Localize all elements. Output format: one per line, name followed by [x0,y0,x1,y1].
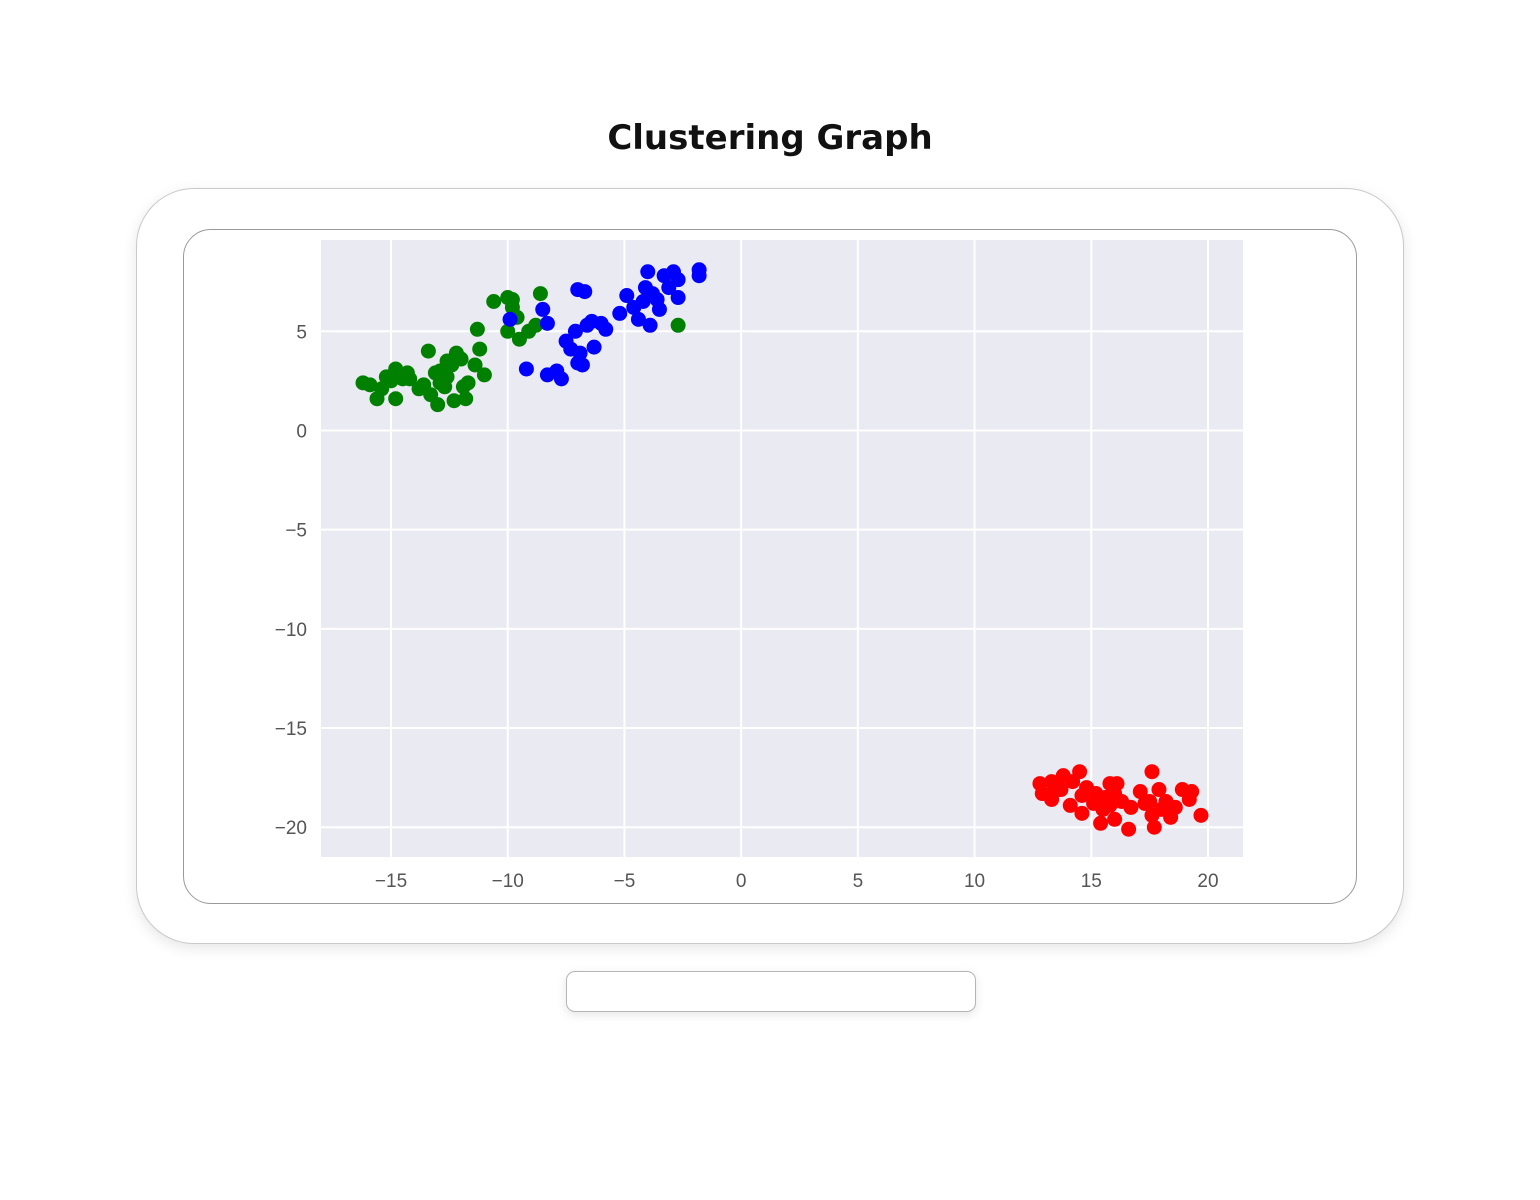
data-point [539,315,555,331]
data-point [467,357,483,373]
monitor-stand [566,971,976,1012]
data-point [500,323,516,339]
x-tick-label: −10 [492,871,524,892]
y-tick-label: −5 [285,521,307,542]
data-point [574,357,590,373]
data-point [691,268,707,284]
data-point [453,351,469,367]
y-tick-label: −15 [275,719,307,740]
data-point [640,264,656,280]
data-point [383,373,399,389]
data-point [1121,821,1137,837]
data-point [1151,782,1167,798]
data-point [670,290,686,306]
data-point [472,341,488,357]
x-tick-label: 20 [1197,871,1218,892]
data-point [1074,805,1090,821]
plot-area [321,240,1243,857]
data-point [1146,819,1162,835]
data-point [388,391,404,407]
data-point [1109,776,1125,792]
data-point [598,321,614,337]
data-point [586,339,602,355]
data-point [1132,784,1148,800]
data-point [1144,764,1160,780]
y-tick-label: 0 [296,421,307,442]
data-point [670,272,686,288]
series-0 [355,286,686,413]
data-point [670,317,686,333]
x-tick-label: 10 [964,871,985,892]
data-point [430,397,446,413]
data-points [355,262,1209,837]
data-point [577,284,593,300]
series-2 [1032,764,1209,837]
x-tick-label: −15 [375,871,407,892]
data-point [528,317,544,333]
x-tick-label: 5 [853,871,864,892]
data-point [644,286,660,302]
data-point [1193,807,1209,823]
data-point [432,363,448,379]
data-point [420,343,436,359]
page-title: Clustering Graph [607,118,933,158]
data-point [362,377,378,393]
y-tick-label: 5 [296,322,307,343]
data-point [469,321,485,337]
data-point [518,361,534,377]
data-point [1123,799,1139,815]
x-axis-ticks: −15 −10 −5 0 5 10 15 20 [375,871,1219,892]
series-1 [502,262,707,387]
data-point [486,294,502,310]
data-point [619,288,635,304]
x-tick-label: 0 [736,871,747,892]
y-tick-label: −20 [275,818,307,839]
y-tick-label: −10 [275,620,307,641]
data-point [1184,784,1200,800]
data-point [1167,799,1183,815]
data-point [651,301,667,317]
data-point [567,323,583,339]
data-point [535,301,551,317]
data-point [1046,784,1062,800]
x-tick-label: 15 [1081,871,1102,892]
data-point [1093,793,1109,809]
data-point [460,375,476,391]
data-point [1062,797,1078,813]
data-point [642,317,658,333]
x-tick-label: −5 [614,871,636,892]
data-point [399,365,415,381]
data-point [476,367,492,383]
data-point [612,305,628,321]
data-point [553,371,569,387]
data-point [532,286,548,302]
data-point [1107,811,1123,827]
data-point [502,311,518,327]
data-point [446,393,462,409]
data-point [458,391,474,407]
data-point [1072,764,1088,780]
data-point [630,311,646,327]
data-point [504,292,520,308]
data-point [1137,795,1153,811]
data-point [572,345,588,361]
grid-lines [321,240,1243,857]
y-axis-ticks: 5 0 −5 −10 −15 −20 [275,322,307,839]
data-point [1093,815,1109,831]
